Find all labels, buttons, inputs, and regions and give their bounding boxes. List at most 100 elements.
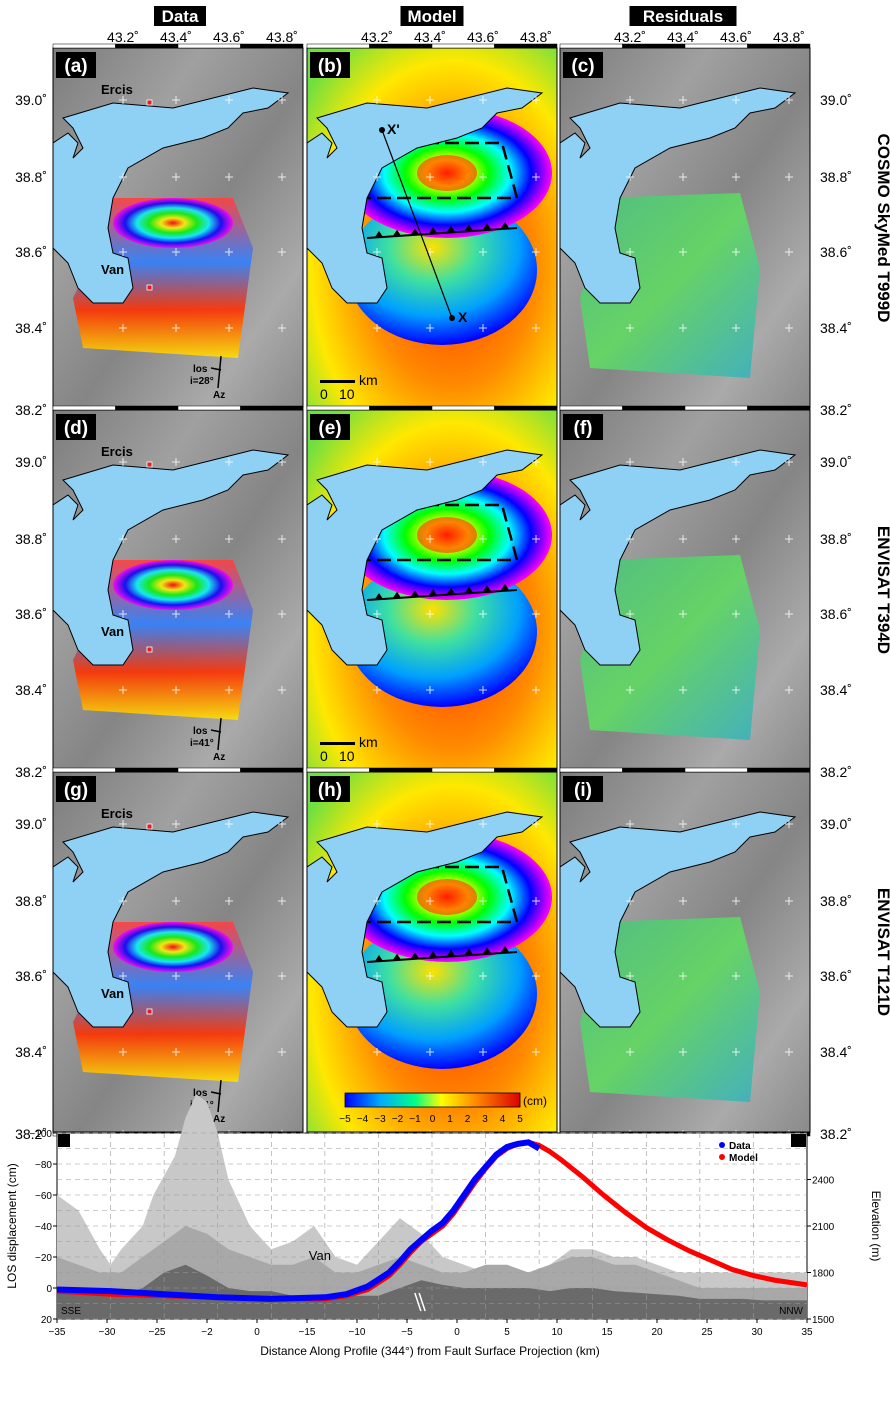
subsidence-lobe — [347, 919, 537, 1069]
panel-label: (a) — [64, 56, 87, 77]
colorbar-tick: 5 — [517, 1114, 523, 1125]
azimuth-label: Az — [213, 390, 225, 401]
column-header-bg — [154, 6, 206, 26]
incidence-label: i=41° — [190, 738, 214, 749]
lat-tick-label-left: 38.6˚ — [15, 606, 47, 622]
y-tick-label: −40 — [35, 1222, 52, 1233]
subsidence-lobe — [347, 557, 537, 707]
lat-tick-label-right: 38.2˚ — [820, 1126, 852, 1142]
corner-label-left: X — [61, 1137, 68, 1148]
scale-bar — [320, 380, 355, 383]
town-label-ercis: Ercis — [101, 806, 133, 821]
lat-tick-label-left: 38.4˚ — [15, 320, 47, 336]
town-label-van: Van — [101, 624, 124, 639]
x-tick-label: 0 — [454, 1327, 460, 1338]
legend-marker — [719, 1142, 725, 1148]
column-header: Residuals — [643, 7, 723, 26]
panel-label: (g) — [64, 780, 88, 801]
fault-trace — [366, 951, 518, 963]
lat-tick-label-right: 38.6˚ — [820, 606, 852, 622]
y-axis-label: LOS displacement (cm) — [5, 1163, 19, 1288]
lon-tick-label: 43.2˚ — [614, 29, 646, 45]
los-label: los — [193, 726, 208, 737]
lon-tick-label: 43.4˚ — [160, 29, 192, 45]
column-header-bg — [629, 6, 737, 26]
lat-tick-label-right: 38.4˚ — [820, 320, 852, 336]
lat-tick-label-left: 38.2˚ — [15, 402, 47, 418]
y2-tick-label: 2400 — [812, 1176, 835, 1187]
map-panel: (f) — [559, 405, 811, 775]
lat-tick-label-left: 39.0˚ — [15, 454, 47, 470]
lat-tick-label-right: 38.6˚ — [820, 968, 852, 984]
subsidence-lobe — [347, 195, 537, 345]
fault-trace — [366, 227, 518, 239]
series-data — [56, 1139, 541, 1302]
lat-tick-label-left: 38.2˚ — [15, 764, 47, 780]
panel-label-bg — [310, 414, 350, 440]
panel-label-bg — [310, 776, 350, 802]
panel-label-bg — [563, 776, 603, 802]
legend-label: Model — [729, 1153, 758, 1164]
lat-tick-label-left: 38.2˚ — [15, 1126, 47, 1142]
x-tick-label: −25 — [149, 1327, 166, 1338]
azimuth-label: Az — [213, 752, 225, 763]
panel-label: (i) — [574, 780, 592, 801]
map-panel: (i) — [559, 767, 811, 1137]
x-axis-label: Distance Along Profile (344°) from Fault… — [260, 1344, 600, 1358]
x-tick-label: 10 — [551, 1327, 563, 1338]
lat-tick-label-right: 38.4˚ — [820, 682, 852, 698]
colorbar-tick: −4 — [357, 1114, 369, 1125]
y-tick-label: −60 — [35, 1191, 52, 1202]
x-tick-label: 25 — [701, 1327, 713, 1338]
fault-marker — [414, 1292, 426, 1312]
profile-line — [381, 129, 453, 319]
y2-tick-label: 2100 — [812, 1222, 835, 1233]
azimuth-label: Az — [213, 1114, 225, 1125]
lon-tick-label: 43.6˚ — [720, 29, 752, 45]
panel-label: (e) — [318, 418, 341, 439]
y-tick-label: 20 — [41, 1315, 53, 1326]
column-header-bg — [400, 6, 464, 26]
scale-bar — [320, 742, 355, 745]
row-label: ENVISAT T121D — [874, 888, 890, 1016]
colorbar-tick: 4 — [500, 1114, 506, 1125]
legend-label: Data — [729, 1141, 751, 1152]
x-tick-label: −5 — [401, 1327, 413, 1338]
x-tick-label: 20 — [651, 1327, 663, 1338]
town-label-ercis: Ercis — [101, 444, 133, 459]
lat-tick-label-right: 38.6˚ — [820, 244, 852, 260]
x-tick-label: −15 — [299, 1327, 316, 1338]
x-tick-label: 15 — [601, 1327, 613, 1338]
panel-label-bg — [56, 52, 96, 78]
panel-label: (b) — [318, 56, 342, 77]
colorbar-tick: 2 — [465, 1114, 471, 1125]
panel-label-bg — [310, 52, 350, 78]
direction-label-right: NNW — [779, 1306, 803, 1317]
lat-tick-label-right: 39.0˚ — [820, 454, 852, 470]
column-header: Data — [162, 7, 199, 26]
y2-axis-label: Elevation (m) — [869, 1191, 883, 1262]
lat-tick-label-right: 38.2˚ — [820, 764, 852, 780]
panel-label: (h) — [318, 780, 342, 801]
y-tick-label: −80 — [35, 1160, 52, 1171]
colorbar-tick: 3 — [482, 1114, 488, 1125]
lat-tick-label-left: 38.8˚ — [15, 169, 47, 185]
x-tick-label: 5 — [504, 1327, 510, 1338]
colorbar-unit: (cm) — [523, 1094, 547, 1108]
row-label: ENVISAT T394D — [874, 526, 890, 654]
lat-tick-label-right: 38.4˚ — [820, 1044, 852, 1060]
lat-tick-label-left: 38.8˚ — [15, 531, 47, 547]
residual-field — [580, 555, 760, 740]
lon-tick-label: 43.8˚ — [773, 29, 805, 45]
colorbar-tick: −5 — [339, 1114, 351, 1125]
lat-tick-label-right: 39.0˚ — [820, 816, 852, 832]
lon-tick-label: 43.4˚ — [667, 29, 699, 45]
panel-label-bg — [563, 414, 603, 440]
lat-tick-label-right: 38.8˚ — [820, 531, 852, 547]
panel-label-bg — [563, 52, 603, 78]
direction-label-left: SSE — [61, 1306, 81, 1317]
